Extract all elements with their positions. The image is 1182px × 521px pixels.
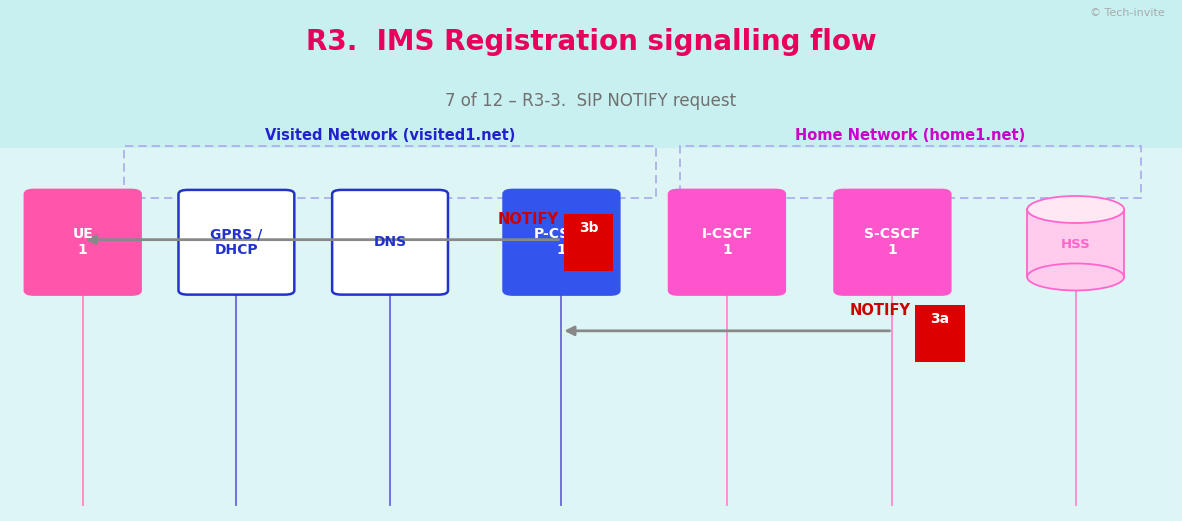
FancyBboxPatch shape [25,190,141,295]
Text: I-CSCF
1: I-CSCF 1 [701,227,753,257]
Text: 7 of 12 – R3-3.  SIP NOTIFY request: 7 of 12 – R3-3. SIP NOTIFY request [446,92,736,110]
Text: Home Network (home1.net): Home Network (home1.net) [795,128,1025,143]
Text: HSS: HSS [1060,238,1091,251]
Bar [1027,209,1124,277]
FancyBboxPatch shape [669,190,785,295]
Text: © Tech-invite: © Tech-invite [1090,8,1164,18]
Ellipse shape [1027,196,1124,223]
Ellipse shape [1027,264,1124,291]
Text: P-CSCF
1: P-CSCF 1 [533,227,590,257]
FancyBboxPatch shape [564,214,613,271]
Text: Visited Network (visited1.net): Visited Network (visited1.net) [265,128,515,143]
Text: NOTIFY: NOTIFY [498,212,559,227]
Text: 3b: 3b [579,221,598,235]
Text: 3a: 3a [930,313,949,326]
Text: NOTIFY: NOTIFY [849,303,910,318]
FancyBboxPatch shape [332,190,448,295]
Text: UE
1: UE 1 [72,227,93,257]
FancyBboxPatch shape [834,190,950,295]
Text: S-CSCF
1: S-CSCF 1 [864,227,921,257]
Text: GPRS /
DHCP: GPRS / DHCP [210,227,262,257]
Text: DNS: DNS [374,235,407,249]
FancyBboxPatch shape [178,190,294,295]
FancyBboxPatch shape [0,0,1182,148]
FancyBboxPatch shape [915,305,965,363]
FancyBboxPatch shape [504,190,619,295]
Text: R3.  IMS Registration signalling flow: R3. IMS Registration signalling flow [306,28,876,56]
